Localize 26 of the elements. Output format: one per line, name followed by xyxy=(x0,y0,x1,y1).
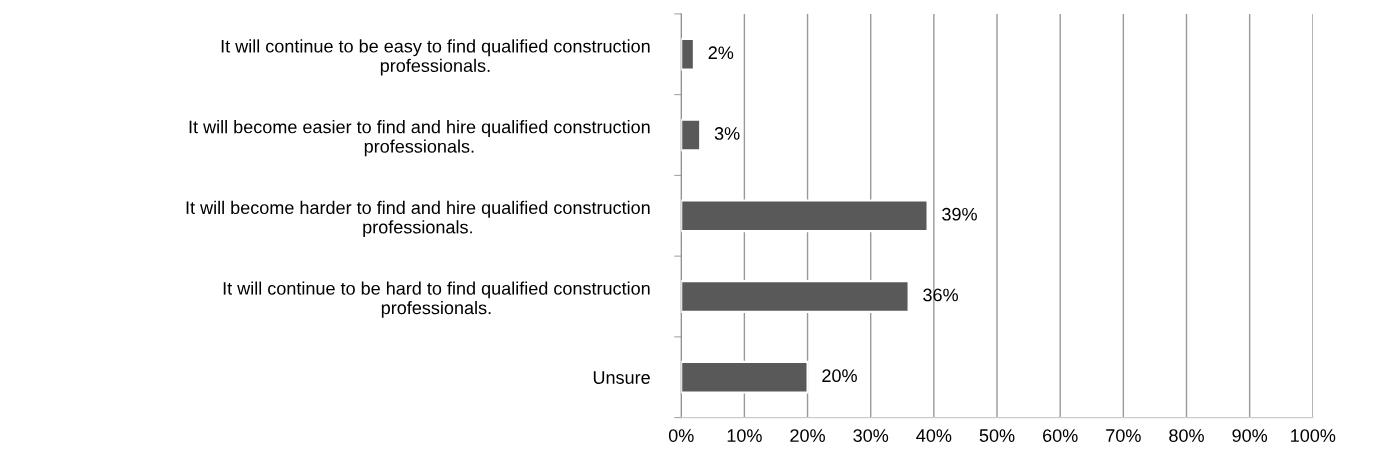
bar xyxy=(681,280,910,313)
x-tick-label: 20% xyxy=(790,429,825,442)
bar xyxy=(681,37,695,71)
y-tick-label: Unsure xyxy=(593,371,650,384)
x-tick-label: 70% xyxy=(1106,429,1141,442)
x-tick-label: 60% xyxy=(1043,429,1078,442)
x-tick-label: 80% xyxy=(1169,429,1204,442)
x-tick-label: 90% xyxy=(1232,429,1268,442)
bar xyxy=(681,199,929,233)
data-label: 2% xyxy=(708,46,734,60)
x-tick-label: 100% xyxy=(1291,429,1336,442)
y-tick-label: It will become easier to find and hire qualified construction professionals. xyxy=(189,120,650,157)
data-label: 3% xyxy=(714,127,740,140)
data-label: 39% xyxy=(942,207,977,221)
data-label: 20% xyxy=(822,369,857,383)
x-tick-label: 50% xyxy=(979,429,1015,442)
x-tick-label: 10% xyxy=(727,429,762,442)
x-tick-label: 30% xyxy=(853,429,889,442)
bar xyxy=(681,360,809,394)
y-tick-label: It will become harder to find and hire qualified construction professionals. xyxy=(186,200,650,238)
data-label: 36% xyxy=(923,288,958,302)
y-tick-label: It will continue to be easy to find qualified construction professionals. xyxy=(221,39,650,76)
x-tick-label: 0% xyxy=(668,429,694,442)
bar xyxy=(681,118,702,152)
y-tick-label: It will continue to be hard to find qualified construction professionals. xyxy=(223,281,650,318)
x-tick-label: 40% xyxy=(916,429,952,442)
